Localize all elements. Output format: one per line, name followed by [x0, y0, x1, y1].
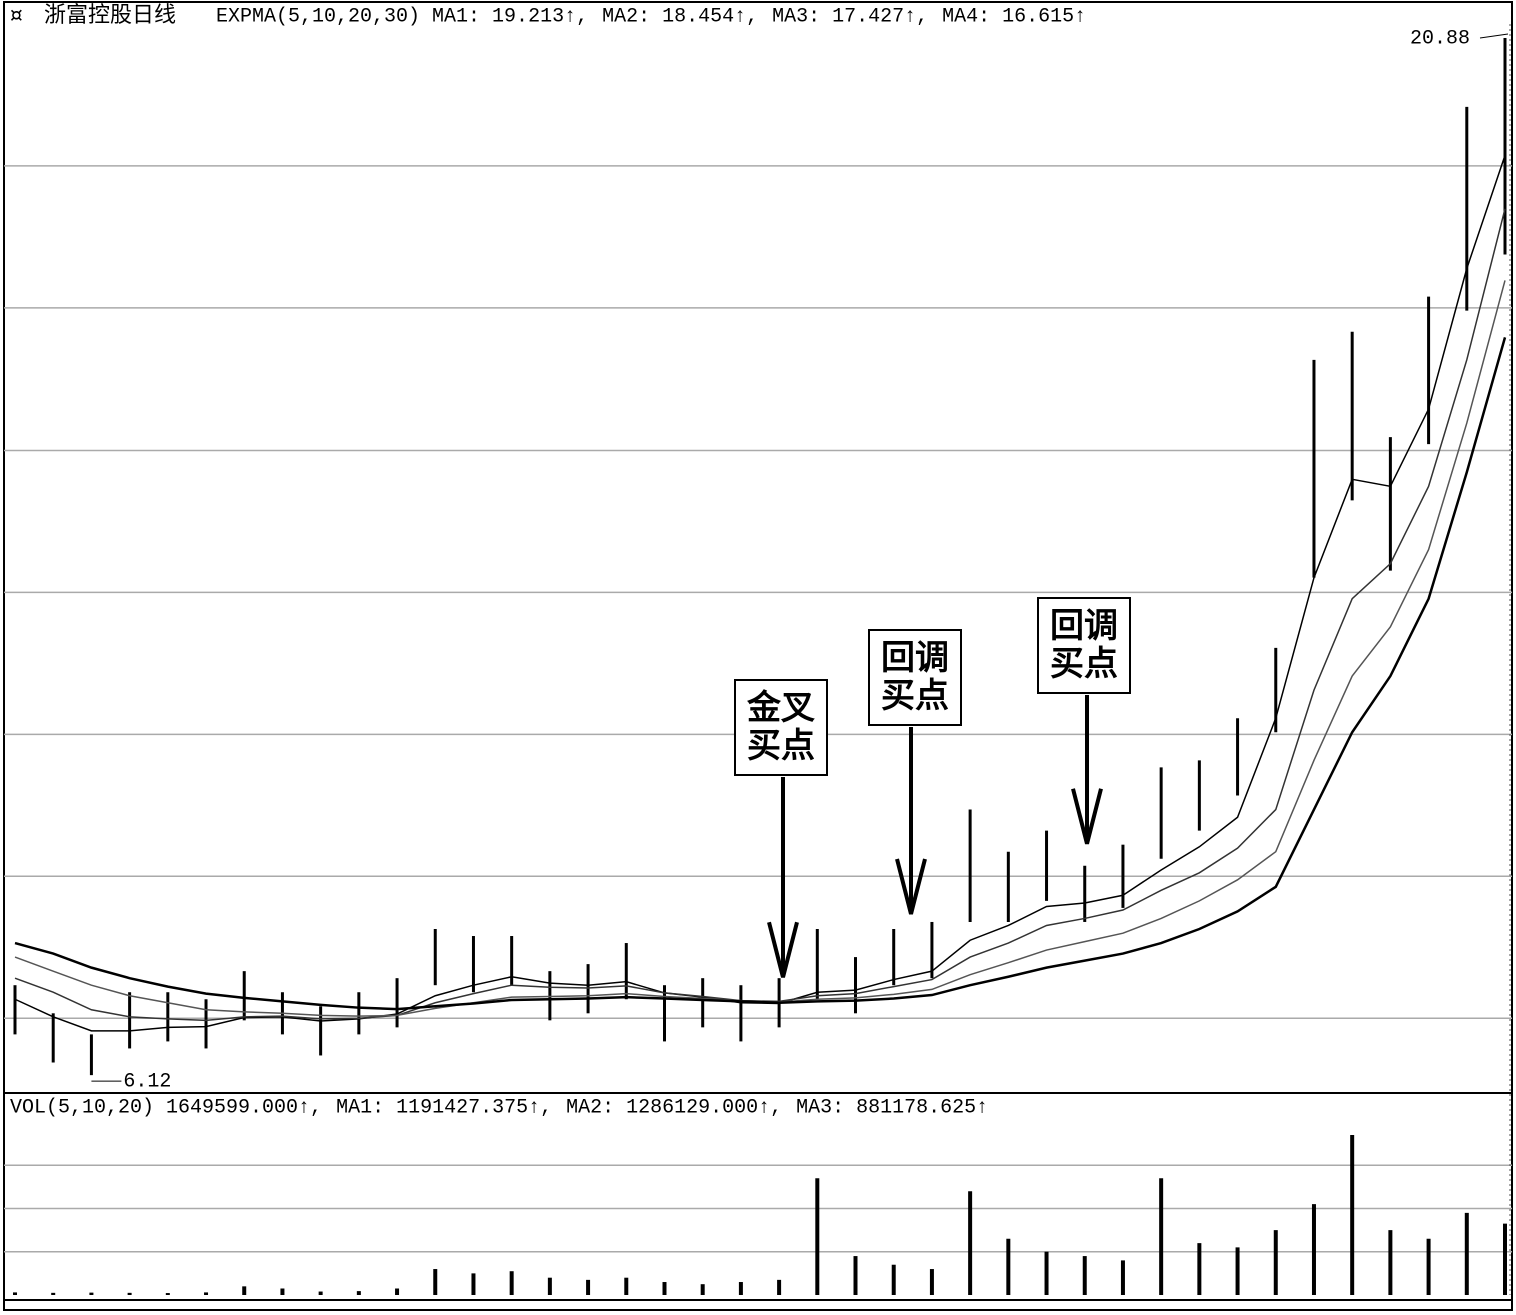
indicator-value: MA3: 17.427↑,	[772, 5, 928, 28]
chart-title: 浙富控股日线	[44, 3, 176, 28]
indicator-value: MA1: 1191427.375↑,	[336, 1096, 552, 1119]
annotation-text: 买点	[747, 726, 815, 766]
symbol-icon: ¤	[10, 3, 23, 27]
arrow-head	[767, 921, 799, 978]
expma-line	[14, 208, 1506, 1022]
annotation-box	[868, 629, 962, 726]
high-label: 20.88	[1410, 27, 1470, 50]
volume-indicator-name: VOL(5,10,20)	[10, 1096, 154, 1119]
frame	[3, 1, 1513, 1311]
annotation-text: 买点	[881, 676, 949, 716]
expma-line	[14, 280, 1506, 1017]
annotation-box	[734, 679, 828, 776]
low-label: 6.12	[123, 1070, 171, 1093]
indicator-value: MA3: 881178.625↑	[796, 1096, 988, 1119]
annotation-text: 买点	[1050, 644, 1118, 684]
indicator-value: 1649599.000↑,	[166, 1096, 322, 1119]
high-pointer	[1479, 33, 1509, 39]
annotation-text: 金叉	[746, 688, 815, 728]
arrow-head	[895, 858, 927, 915]
indicator-name: EXPMA(5,10,20,30)	[216, 5, 420, 28]
indicator-value: MA1: 19.213↑,	[432, 5, 588, 28]
annotation-text: 回调	[1050, 606, 1118, 646]
arrow-head	[1071, 788, 1103, 845]
annotation-box	[1037, 597, 1131, 694]
annotation-text: 回调	[881, 638, 949, 678]
indicator-value: MA4: 16.615↑	[942, 5, 1086, 28]
expma-line	[14, 337, 1507, 1011]
indicator-value: MA2: 1286129.000↑,	[566, 1096, 782, 1119]
indicator-value: MA2: 18.454↑,	[602, 5, 758, 28]
